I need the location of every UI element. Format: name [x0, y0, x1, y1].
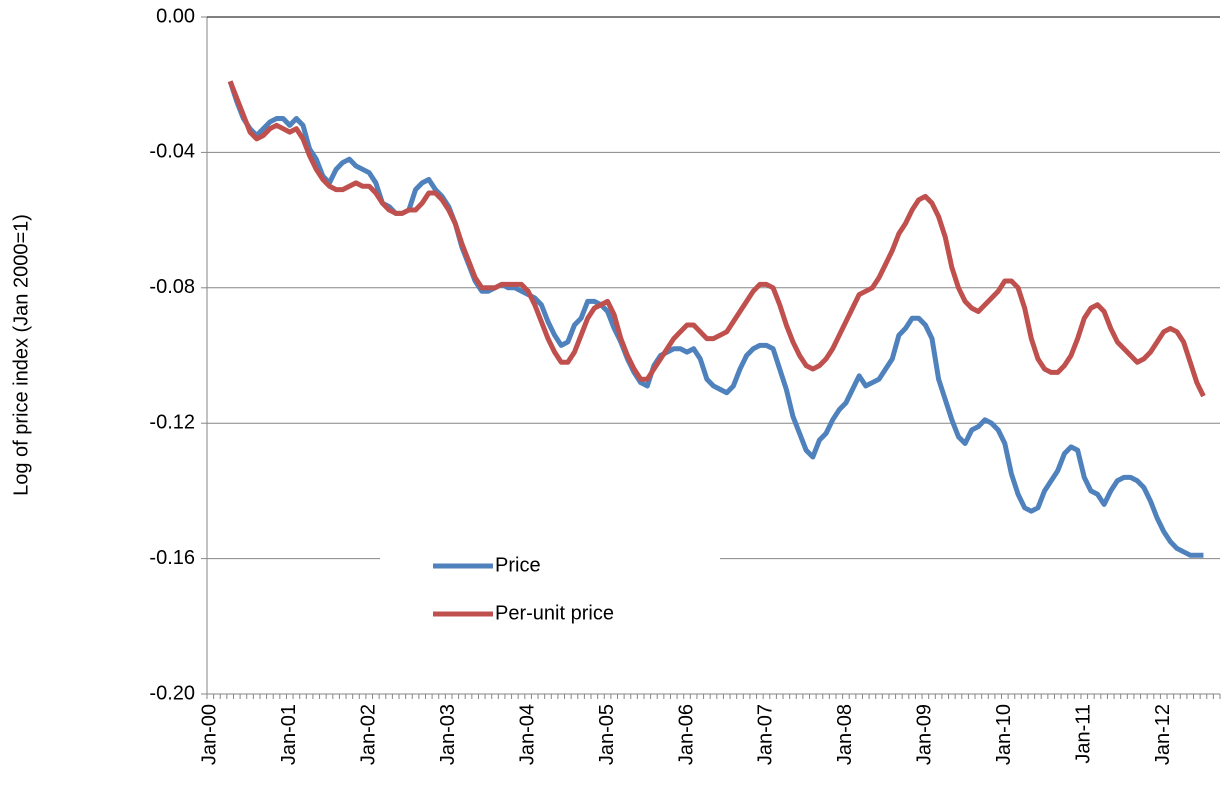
- x-tick-label: Jan-04: [516, 704, 538, 765]
- y-tick-label: -0.12: [149, 411, 195, 433]
- x-tick-label: Jan-07: [755, 704, 777, 765]
- x-tick-label: Jan-03: [437, 704, 459, 765]
- y-tick-label: -0.08: [149, 276, 195, 298]
- x-tick-label: Jan-09: [914, 704, 936, 765]
- y-tick-label: 0.00: [156, 5, 195, 27]
- x-tick-label: Jan-12: [1152, 704, 1174, 765]
- y-tick-label: -0.04: [149, 141, 195, 163]
- legend-box: [380, 540, 720, 645]
- x-tick-label: Jan-10: [993, 704, 1015, 765]
- y-axis-label: Log of price index (Jan 2000=1): [10, 214, 32, 496]
- series-line: [227, 80, 1206, 398]
- legend: Price Per-unit price: [380, 540, 720, 645]
- legend-label: Per-unit price: [495, 602, 614, 624]
- x-tick-label: Jan-00: [199, 704, 221, 765]
- x-tick-label: Jan-01: [278, 704, 300, 765]
- x-tick-label: Jan-06: [675, 704, 697, 765]
- legend-label: Price: [495, 554, 541, 576]
- x-tick-label: Jan-11: [1073, 704, 1095, 764]
- x-tick-label: Jan-02: [357, 704, 379, 765]
- x-tick-label: Jan-08: [834, 704, 856, 765]
- x-tick-label: Jan-05: [596, 704, 618, 765]
- y-tick-label: -0.16: [149, 547, 195, 569]
- y-tick-label: -0.20: [149, 682, 195, 704]
